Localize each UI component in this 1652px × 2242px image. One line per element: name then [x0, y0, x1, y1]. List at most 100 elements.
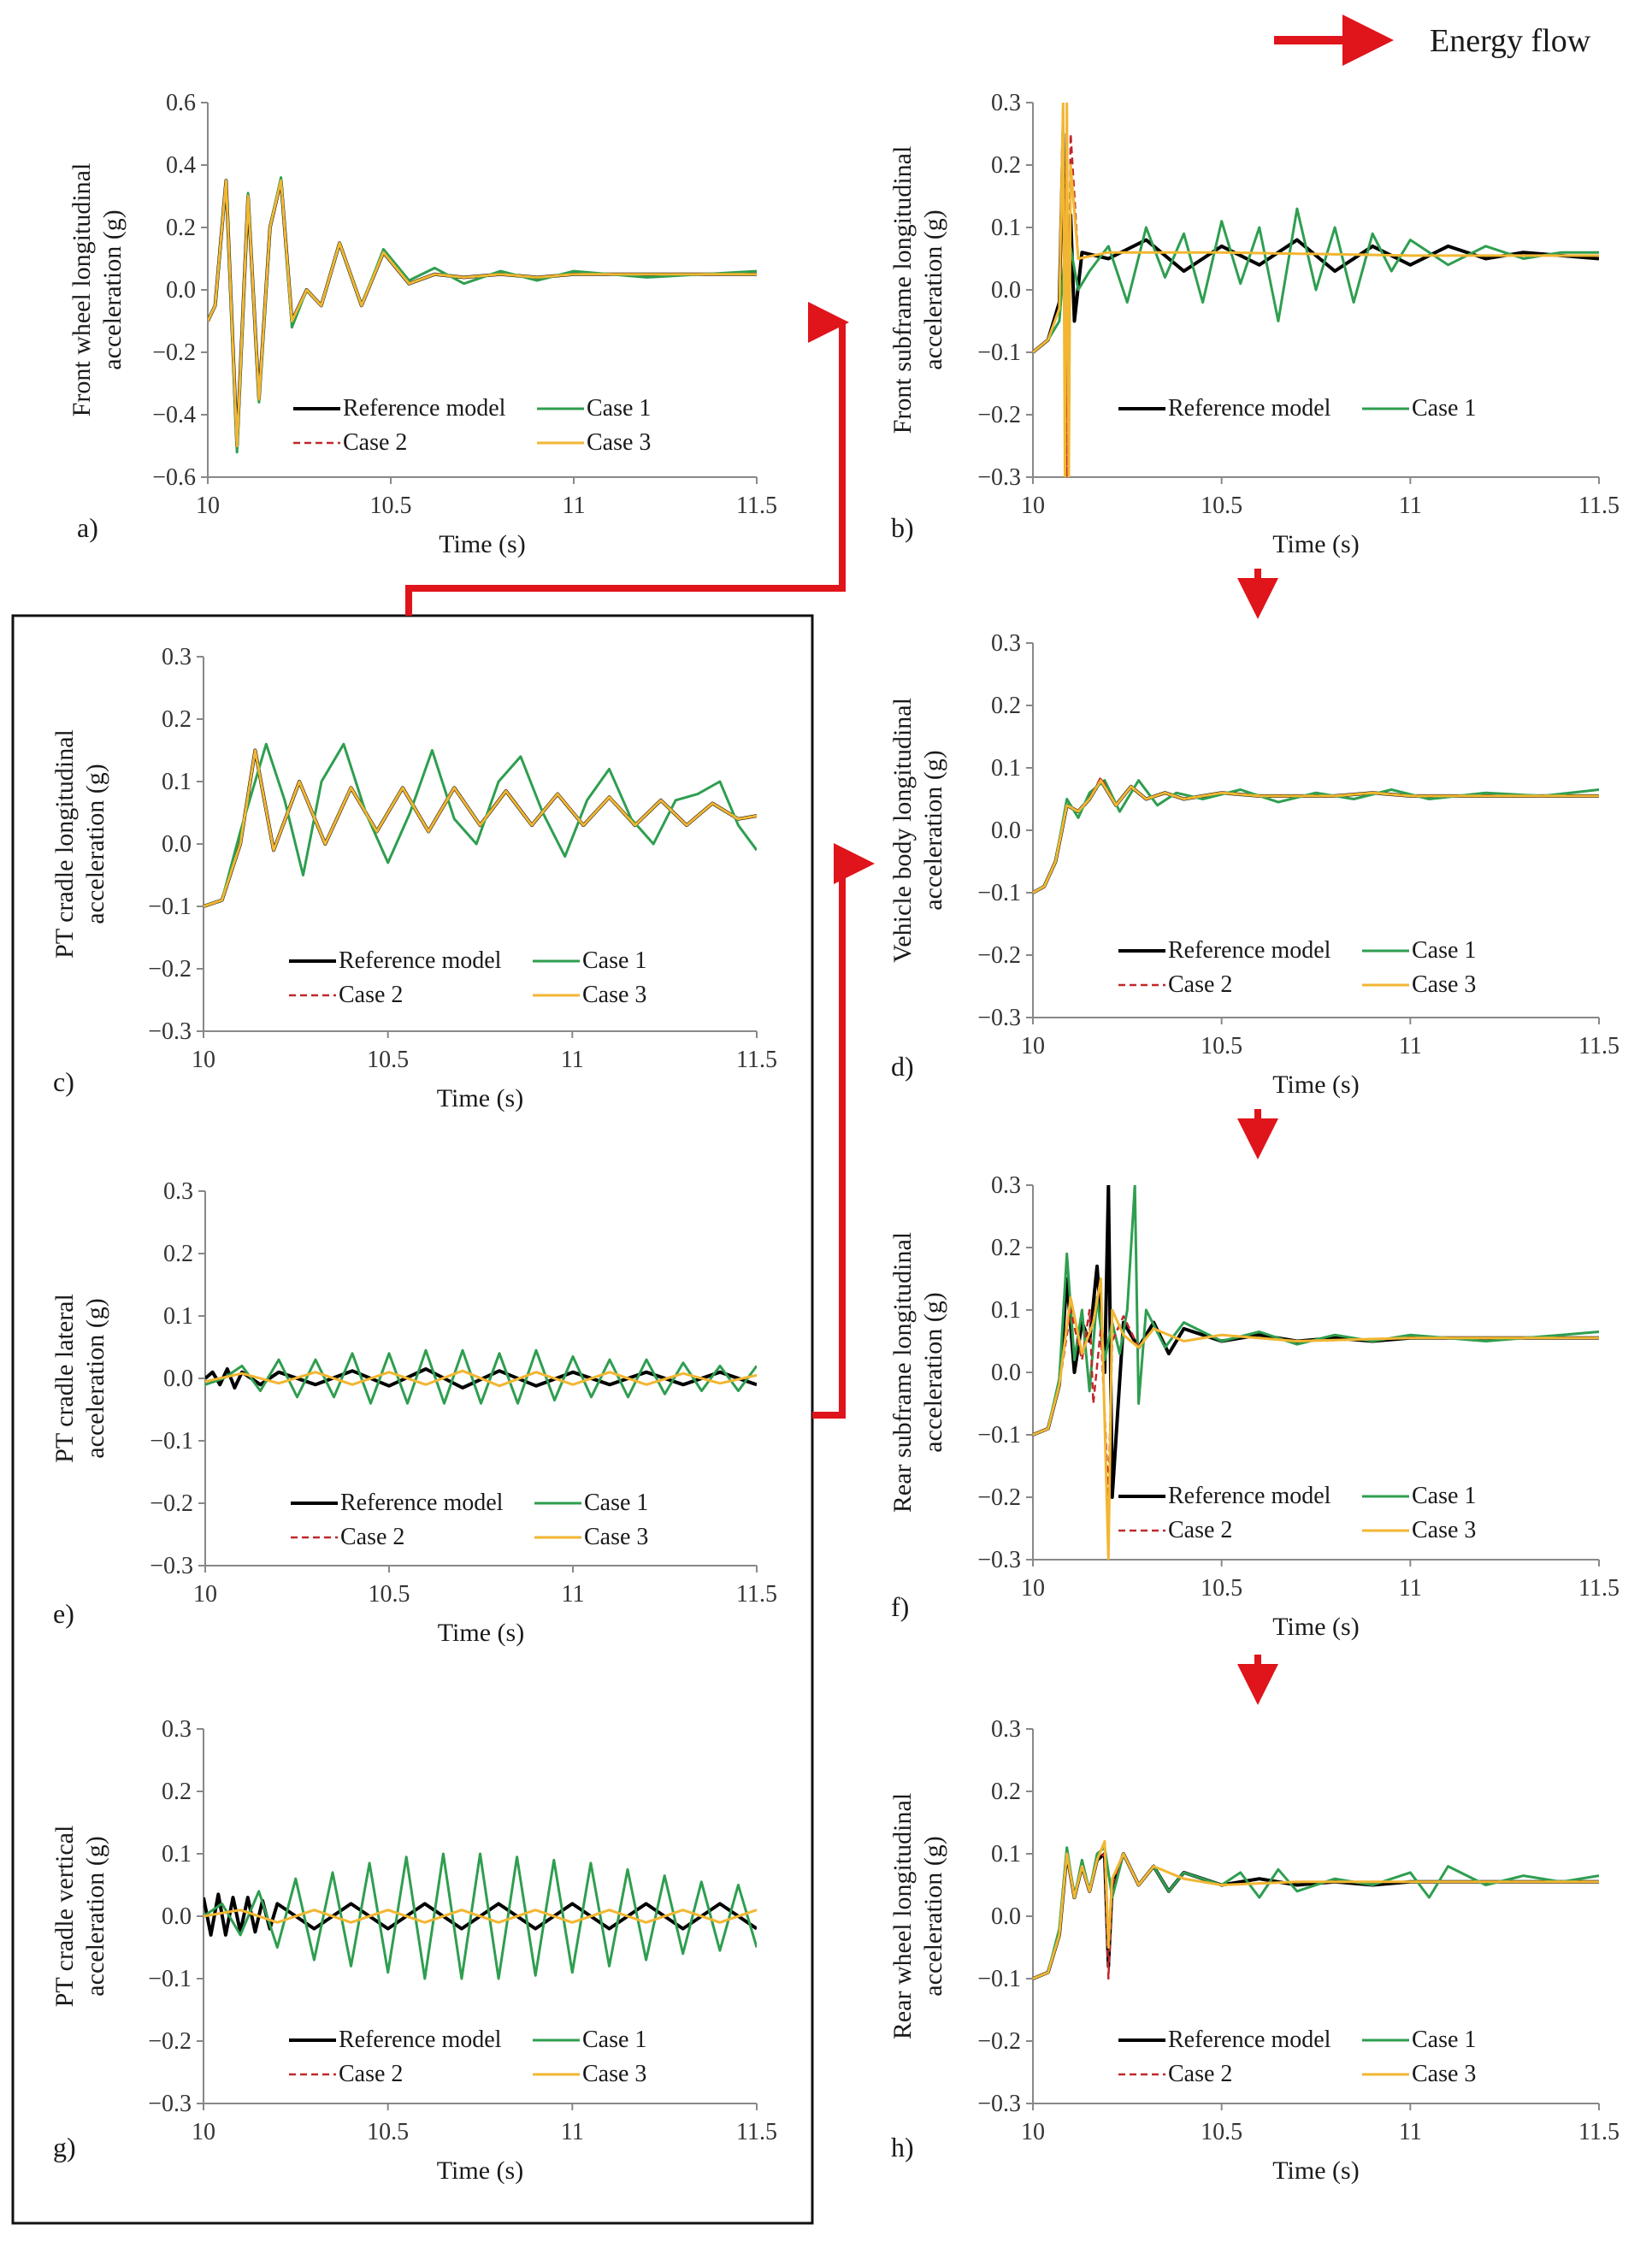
x-tick-label: 11.5: [736, 493, 777, 519]
series-line-case-3: [1033, 779, 1599, 894]
chart-legend: Reference model Case 1 Case 2 Case 3: [289, 947, 646, 1008]
y-tick-label: −0.2: [148, 2028, 192, 2055]
y-tick-label: −0.2: [977, 1484, 1021, 1511]
y-tick-label: 0.0: [162, 831, 192, 858]
chart-legend: Reference model Case 1 Case 2 Case 3: [1118, 937, 1476, 998]
y-axis-title-line: Rear subframe longitudinal: [888, 1232, 917, 1513]
y-tick-label: 0.0: [991, 1903, 1021, 1930]
y-axis-title-line: acceleration (g): [919, 750, 947, 910]
chart-legend: Reference model Case 1 Case 2 Case 3: [289, 2027, 646, 2087]
panel-label-h: h): [891, 2132, 914, 2162]
panels: 0.60.40.20.0−0.2−0.4−0.610 10.5 11 11.5Time…: [50, 90, 1620, 2185]
x-tick-label: 11: [563, 493, 586, 519]
y-tick-label: 0.1: [991, 1841, 1021, 1867]
series-line-case-3: [208, 179, 757, 447]
y-tick-label: −0.3: [977, 2091, 1021, 2117]
panel-label-b: b): [891, 512, 914, 543]
y-tick-label: 0.2: [162, 706, 192, 733]
x-axis-title: Time (s): [1272, 1613, 1359, 1641]
x-axis-title: Time (s): [1272, 1071, 1359, 1099]
x-tick-label: 10.5: [1201, 1575, 1242, 1602]
legend-entry-label: Case 2: [340, 1524, 404, 1550]
y-tick-label: −0.3: [977, 1547, 1021, 1573]
y-axis-title-line: acceleration (g): [81, 764, 109, 923]
legend-entry-label: Case 1: [1412, 1483, 1476, 1509]
legend-entry-label: Reference model: [1168, 2027, 1331, 2053]
energy-flow-legend: Energy flow: [1274, 15, 1591, 66]
y-tick-label: 0.2: [991, 152, 1021, 179]
chart-legend: Reference model Case 1 Case 2 Case 3: [291, 1490, 648, 1550]
x-tick-label: 11: [1399, 1033, 1422, 1059]
x-tick-label: 10.5: [1201, 1033, 1242, 1059]
panel-label-f: f): [891, 1591, 909, 1622]
legend-entry-label: Case 1: [584, 1490, 648, 1516]
series-group: [204, 1852, 757, 1980]
chart-panel-f: 0.3 0.2 0.1 0.0 −0.1 −0.2 −0.310 10.5 11 11.5 Time…: [888, 1172, 1620, 1641]
y-tick-label: 0.2: [166, 215, 196, 241]
y-tick-label: 0.3: [162, 644, 192, 670]
series-group: [1033, 776, 1599, 894]
x-tick-label: 10.5: [370, 493, 412, 519]
energy-flow-arrows: [405, 302, 1278, 1705]
x-tick-label: 10.5: [1201, 2119, 1242, 2145]
x-tick-label: 11: [562, 1581, 585, 1608]
series-line-case-1: [204, 742, 757, 908]
legend-entry-label: Case 1: [582, 2027, 646, 2053]
legend-entry-label: Case 3: [582, 2061, 646, 2087]
y-tick-label: 0.1: [991, 755, 1021, 782]
y-tick-label: 0.1: [991, 1297, 1021, 1324]
y-axis-title-line: acceleration (g): [919, 1292, 947, 1452]
x-tick-label: 10: [192, 1047, 215, 1073]
energy-flow-legend-label: Energy flow: [1430, 23, 1591, 59]
y-tick-label: 0.0: [991, 1360, 1021, 1386]
series-line-reference-model: [204, 748, 757, 908]
panel-label-g: g): [53, 2132, 76, 2162]
x-tick-label: 11: [1399, 493, 1422, 519]
y-axis-title-line: Front wheel longitudinal: [68, 163, 96, 417]
legend-entry-label: Reference model: [1168, 937, 1331, 964]
legend-entry-label: Case 3: [584, 1524, 648, 1550]
y-tick-label: −0.1: [150, 1428, 193, 1454]
series-line-case-3: [204, 749, 757, 908]
x-tick-label: 11.5: [1578, 1575, 1620, 1602]
legend-entry-label: Case 1: [587, 395, 651, 422]
chart-panel-b: 0.3 0.2 0.1 0.0 −0.1 −0.2 −0.310 10.5 11 11.5 Time…: [888, 90, 1620, 558]
y-tick-label: −0.2: [148, 956, 192, 982]
chart-panel-g: 0.3 0.2 0.1 0.0 −0.1 −0.2 −0.310 10.5 11 11.5 Time…: [50, 1716, 777, 2185]
chart-panel-c: 0.3 0.2 0.1 0.0 −0.1 −0.2 −0.310 10.5 11 11.5 Time…: [50, 644, 777, 1112]
series-line-case-3: [1033, 1839, 1599, 1980]
y-tick-label: 0.1: [162, 1841, 192, 1867]
y-tick-label: 0.1: [163, 1303, 193, 1330]
chart-panel-a: 0.6 0.4 0.2 0.0 −0.2 −0.4 −0.610 10.5 11 11.5 Time…: [68, 90, 777, 558]
legend-entry-label: Case 2: [1168, 971, 1232, 998]
legend-entry-label: Case 3: [582, 982, 646, 1008]
y-tick-label: 0.3: [991, 1716, 1021, 1743]
chart-legend: Reference model Case 1 Case 2 Case 3: [1118, 1483, 1476, 1543]
x-tick-label: 11.5: [1578, 2119, 1620, 2145]
y-tick-label: −0.1: [977, 1422, 1021, 1448]
y-axis-title-line: PT cradle longitudinal: [50, 729, 79, 959]
legend-entry-label: Case 1: [582, 947, 646, 974]
x-tick-label: 10: [1021, 1033, 1045, 1059]
legend-entry-label: Case 2: [339, 982, 403, 1008]
x-tick-label: 10.5: [367, 2119, 409, 2145]
x-tick-label: 10: [196, 493, 220, 519]
y-tick-label: 0.2: [991, 1235, 1021, 1261]
x-tick-label: 10.5: [367, 1047, 409, 1073]
series-line-case-3: [205, 1369, 757, 1388]
y-tick-label: −0.2: [150, 1490, 193, 1517]
x-tick-label: 11: [561, 2119, 584, 2145]
x-axis-title: Time (s): [1272, 530, 1359, 558]
legend-entry-label: Reference model: [1168, 1483, 1331, 1509]
y-tick-label: −0.2: [977, 402, 1021, 428]
x-tick-label: 11: [1399, 1575, 1422, 1602]
x-tick-label: 11.5: [1578, 493, 1620, 519]
y-tick-label: 0.0: [991, 817, 1021, 844]
legend-entry-label: Reference model: [339, 947, 502, 974]
legend-entry-label: Reference model: [1168, 395, 1331, 422]
series-line-case-3: [1033, 103, 1599, 477]
series-line-case-1: [205, 1348, 757, 1405]
x-tick-label: 10: [1021, 493, 1045, 519]
legend-entry-label: Reference model: [339, 2027, 502, 2053]
y-axis-title-line: PT cradle lateral: [50, 1294, 79, 1463]
